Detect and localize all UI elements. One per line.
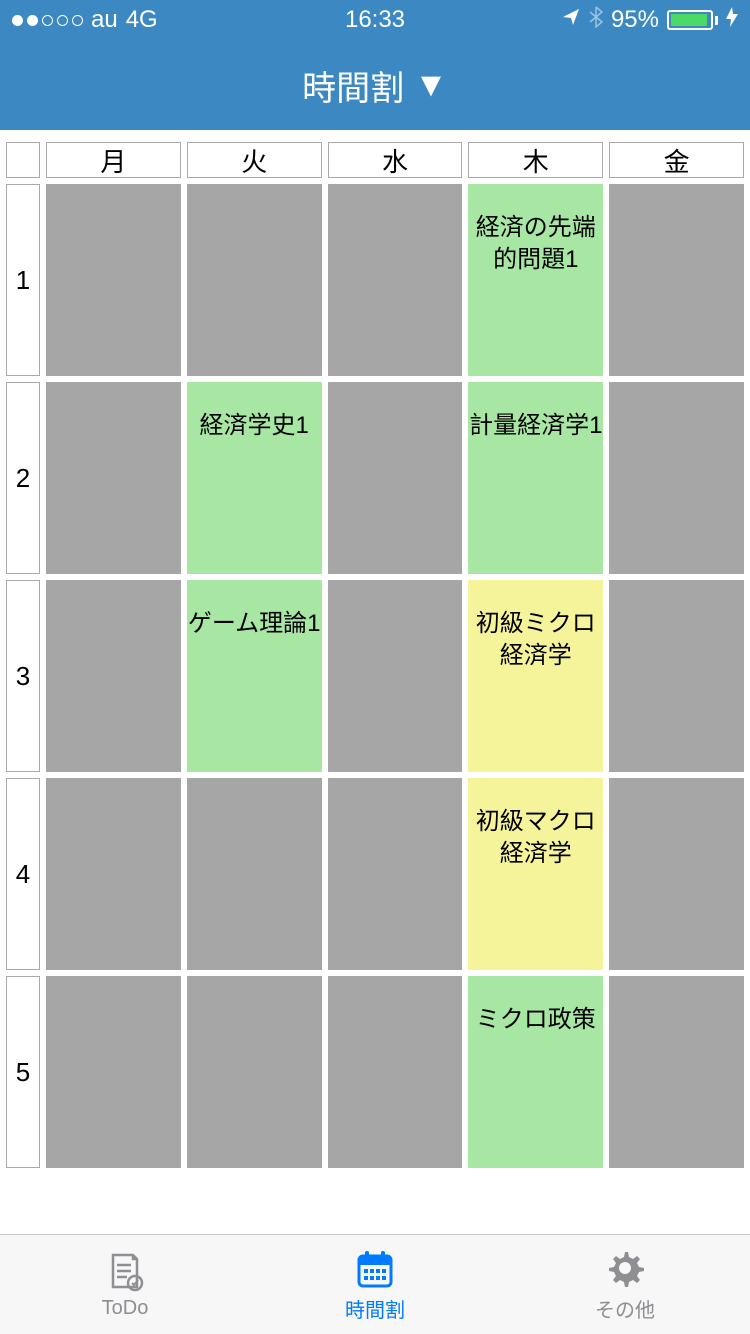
timetable-period-header: 2 — [6, 382, 40, 574]
timetable-period-header: 3 — [6, 580, 40, 772]
timetable: 月火水木金 1 経済の先端的問題1 2 経済学史1 計量経済学1 3 ゲーム理論1 初級ミクロ経… — [0, 130, 750, 1180]
timetable-cell[interactable] — [187, 778, 322, 970]
timetable-cell[interactable] — [328, 382, 463, 574]
tab-todo[interactable]: ToDo — [0, 1235, 250, 1334]
timetable-cell[interactable] — [46, 580, 181, 772]
timetable-cell[interactable] — [328, 976, 463, 1168]
timetable-cell[interactable]: ミクロ政策 — [468, 976, 603, 1168]
nav-title-label: 時間割 — [302, 61, 404, 110]
timetable-day-header: 水 — [328, 142, 463, 178]
tab-other[interactable]: その他 — [500, 1235, 750, 1334]
timetable-day-header: 木 — [468, 142, 603, 178]
tab-bar: ToDo 時間割 その他 — [0, 1234, 750, 1334]
timetable-cell[interactable]: 初級マクロ経済学 — [468, 778, 603, 970]
timetable-day-header: 月 — [46, 142, 181, 178]
battery-icon — [667, 10, 718, 30]
chevron-down-icon: ▼ — [414, 66, 448, 105]
timetable-cell[interactable] — [609, 580, 744, 772]
timetable-period-header: 5 — [6, 976, 40, 1168]
timetable-cell[interactable] — [328, 778, 463, 970]
timetable-day-header: 火 — [187, 142, 322, 178]
tab-todo-label: ToDo — [102, 1297, 149, 1320]
calendar-icon — [351, 1246, 399, 1290]
timetable-cell[interactable] — [609, 976, 744, 1168]
gear-icon — [601, 1246, 649, 1290]
todo-icon — [101, 1249, 149, 1293]
timetable-period-header: 4 — [6, 778, 40, 970]
timetable-day-header: 金 — [609, 142, 744, 178]
timetable-cell[interactable] — [46, 976, 181, 1168]
timetable-corner — [6, 142, 40, 178]
status-time: 16:33 — [345, 6, 405, 34]
timetable-cell[interactable]: 計量経済学1 — [468, 382, 603, 574]
timetable-cell[interactable] — [46, 184, 181, 376]
timetable-cell[interactable] — [187, 184, 322, 376]
status-right: 95% — [561, 6, 738, 35]
tab-other-label: その他 — [595, 1294, 655, 1323]
nav-title-button[interactable]: 時間割 ▼ — [302, 61, 448, 110]
bluetooth-icon — [589, 6, 603, 35]
status-bar: au 4G 16:33 95% — [0, 0, 750, 40]
timetable-cell[interactable]: ゲーム理論1 — [187, 580, 322, 772]
timetable-cell[interactable] — [187, 976, 322, 1168]
tab-timetable-label: 時間割 — [345, 1294, 405, 1323]
network-label: 4G — [126, 6, 158, 34]
carrier-label: au — [91, 6, 118, 34]
timetable-cell[interactable] — [328, 184, 463, 376]
timetable-cell[interactable] — [328, 580, 463, 772]
signal-dots-icon — [12, 15, 83, 26]
timetable-cell[interactable]: 初級ミクロ経済学 — [468, 580, 603, 772]
charging-icon — [726, 6, 738, 34]
battery-percent: 95% — [611, 6, 659, 34]
timetable-cell[interactable]: 経済の先端的問題1 — [468, 184, 603, 376]
timetable-cell[interactable] — [609, 184, 744, 376]
timetable-cell[interactable] — [609, 382, 744, 574]
status-left: au 4G — [12, 6, 158, 34]
timetable-period-header: 1 — [6, 184, 40, 376]
timetable-cell[interactable]: 経済学史1 — [187, 382, 322, 574]
tab-timetable[interactable]: 時間割 — [250, 1235, 500, 1334]
location-icon — [561, 6, 581, 34]
timetable-cell[interactable] — [46, 382, 181, 574]
timetable-cell[interactable] — [609, 778, 744, 970]
nav-bar: 時間割 ▼ — [0, 40, 750, 130]
timetable-cell[interactable] — [46, 778, 181, 970]
